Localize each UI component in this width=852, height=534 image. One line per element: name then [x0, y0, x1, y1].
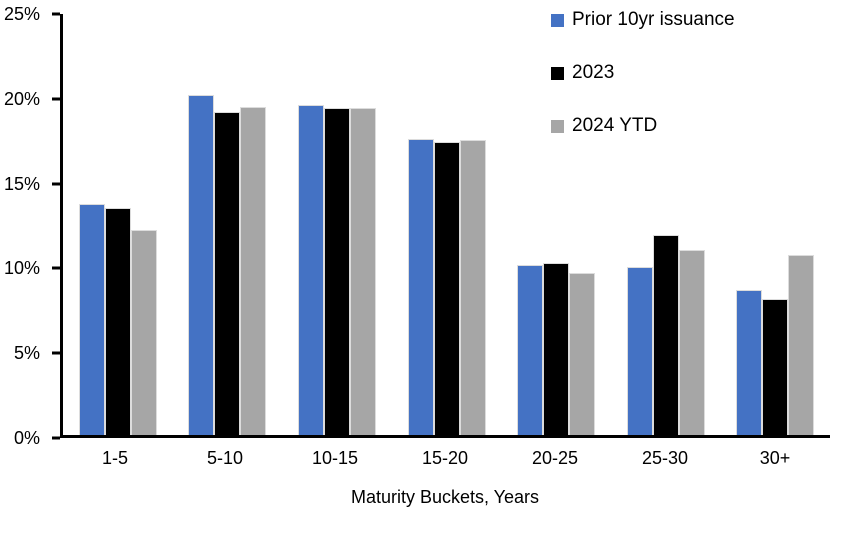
- bar-group-15-20: [392, 14, 502, 435]
- legend-item-2023: 2023: [551, 63, 735, 83]
- legend-label: 2023: [572, 62, 615, 83]
- bar-2024-ytd-1-5: [130, 229, 157, 435]
- bar-group-30+: [720, 14, 830, 435]
- y-tick-mark: [52, 182, 60, 186]
- bar-2023-15-20: [433, 141, 460, 435]
- bar-prior-10yr-issuance-1-5: [78, 204, 105, 435]
- bar-2024-ytd-25-30: [678, 249, 705, 435]
- x-tick-label-20-25: 20-25: [531, 448, 579, 468]
- y-tick-mark: [52, 436, 60, 440]
- legend-swatch-icon: [551, 119, 564, 133]
- x-axis-title: Maturity Buckets, Years: [350, 487, 540, 507]
- y-tick-mark: [52, 351, 60, 355]
- y-tick-label: 25%: [3, 4, 40, 24]
- legend-item-prior-10yr-issuance: Prior 10yr issuance: [551, 10, 735, 30]
- bar-2024-ytd-20-25: [569, 273, 596, 435]
- bar-2024-ytd-5-10: [240, 106, 267, 435]
- bar-2023-25-30: [652, 234, 679, 435]
- bar-group-1-5: [63, 14, 173, 435]
- bar-prior-10yr-issuance-25-30: [626, 266, 653, 435]
- x-tick-label-15-20: 15-20: [421, 448, 469, 468]
- legend-swatch-icon: [551, 66, 564, 80]
- legend-label: 2024 YTD: [572, 115, 658, 136]
- bar-group-5-10: [173, 14, 283, 435]
- x-tick-label-5-10: 5-10: [206, 448, 244, 468]
- bar-2023-30+: [762, 298, 789, 435]
- legend-item-2024-ytd: 2024 YTD: [551, 116, 735, 136]
- y-axis: 0% 5% 10% 15% 20% 25%: [0, 5, 60, 447]
- x-tick-label-30+: 30+: [759, 448, 791, 468]
- y-tick-mark: [52, 266, 60, 270]
- bar-group-20-25: [501, 14, 611, 435]
- x-tick-label-1-5: 1-5: [101, 448, 128, 468]
- y-tick-label: 5%: [13, 343, 40, 364]
- bar-2023-5-10: [214, 111, 241, 435]
- legend-swatch-icon: [551, 13, 564, 27]
- y-tick-label: 20%: [3, 88, 40, 109]
- x-tick-label-10-15: 10-15: [311, 448, 359, 468]
- plot-area: [60, 14, 830, 438]
- y-tick-mark: [52, 97, 60, 101]
- y-tick-mark: [52, 12, 60, 16]
- bar-group-10-15: [282, 14, 392, 435]
- y-tick-label: 0%: [13, 428, 40, 448]
- bar-2023-20-25: [543, 263, 570, 435]
- bar-prior-10yr-issuance-10-15: [297, 104, 324, 435]
- bar-prior-10yr-issuance-15-20: [407, 138, 434, 435]
- legend-label: Prior 10yr issuance: [572, 9, 735, 30]
- bar-2023-1-5: [104, 207, 131, 435]
- x-tick-label-25-30: 25-30: [641, 448, 689, 468]
- legend: Prior 10yr issuance 2023 2024 YTD: [551, 10, 735, 169]
- bar-2024-ytd-30+: [788, 254, 815, 435]
- y-tick-label: 10%: [3, 258, 40, 279]
- bar-2024-ytd-15-20: [459, 140, 486, 435]
- y-tick-label: 15%: [3, 173, 40, 194]
- bar-2024-ytd-10-15: [349, 108, 376, 435]
- bar-prior-10yr-issuance-30+: [736, 290, 763, 435]
- x-axis-labels: 1-5 5-10 10-15 15-20 20-25 25-30 30+: [60, 447, 830, 469]
- bar-prior-10yr-issuance-20-25: [517, 264, 544, 435]
- bar-group-25-30: [611, 14, 721, 435]
- bar-2023-10-15: [323, 108, 350, 435]
- bar-prior-10yr-issuance-5-10: [188, 94, 215, 435]
